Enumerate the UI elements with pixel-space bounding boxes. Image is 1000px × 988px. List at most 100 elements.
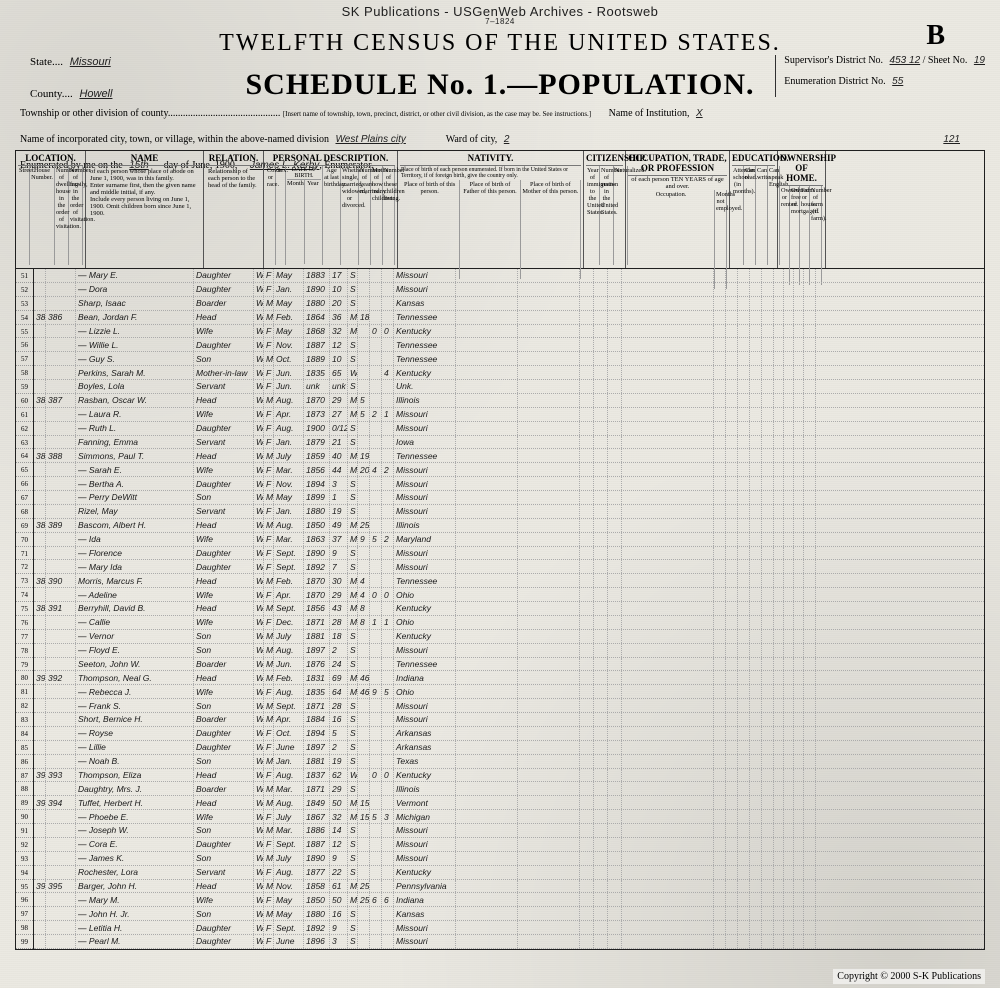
immigration-year-cell[interactable] — [580, 824, 594, 837]
birth-year-cell[interactable]: 1897 — [304, 644, 330, 657]
occupation-cell[interactable] — [622, 588, 714, 601]
age-cell[interactable]: 22 — [330, 866, 348, 879]
family-number-cell[interactable] — [46, 380, 76, 393]
can-read-cell[interactable] — [738, 547, 750, 560]
occupation-cell[interactable] — [622, 380, 714, 393]
birthplace-cell[interactable]: Arkansas — [394, 741, 456, 754]
owned-free-mortgaged-cell[interactable] — [784, 283, 794, 296]
immigration-year-cell[interactable] — [580, 838, 594, 851]
age-cell[interactable]: 65 — [330, 366, 348, 379]
table-row[interactable]: — Joseph W. Son W M Mar. 1886 14 S Missouri — [34, 824, 984, 838]
table-row[interactable]: 392394Tuffet, Herbert H.HeadWMAug.184950… — [34, 796, 984, 810]
birth-year-cell[interactable]: 1849 — [304, 796, 330, 809]
owned-free-mortgaged-cell[interactable] — [784, 880, 794, 893]
can-read-cell[interactable] — [738, 921, 750, 934]
naturalized-cell[interactable] — [608, 311, 622, 324]
can-speak-english-cell[interactable] — [762, 449, 774, 462]
sex-cell[interactable]: F — [264, 810, 274, 823]
occupation-cell[interactable] — [622, 769, 714, 782]
children-living-cell[interactable] — [382, 311, 394, 324]
owned-rented-cell[interactable] — [774, 616, 784, 629]
relation-cell[interactable]: Boarder — [194, 713, 254, 726]
can-speak-english-cell[interactable] — [762, 297, 774, 310]
race-cell[interactable]: W — [254, 602, 264, 615]
marital-status-cell[interactable]: M — [348, 602, 358, 615]
marital-status-cell[interactable]: M — [348, 408, 358, 421]
farm-number-cell[interactable] — [804, 782, 816, 795]
immigration-year-cell[interactable] — [580, 574, 594, 587]
dwelling-number-cell[interactable]: 391 — [34, 769, 46, 782]
owned-rented-cell[interactable] — [774, 408, 784, 421]
age-cell[interactable]: 9 — [330, 852, 348, 865]
can-write-cell[interactable] — [750, 769, 762, 782]
children-born-cell[interactable]: 5 — [370, 533, 382, 546]
can-write-cell[interactable] — [750, 408, 762, 421]
farm-house-cell[interactable] — [794, 408, 804, 421]
owned-free-mortgaged-cell[interactable] — [784, 463, 794, 476]
naturalized-cell[interactable] — [608, 755, 622, 768]
immigration-year-cell[interactable] — [580, 935, 594, 948]
can-write-cell[interactable] — [750, 269, 762, 282]
dwelling-number-cell[interactable] — [34, 713, 46, 726]
age-cell[interactable]: 2 — [330, 741, 348, 754]
birthplace-cell[interactable]: Michigan — [394, 810, 456, 823]
naturalized-cell[interactable] — [608, 505, 622, 518]
can-write-cell[interactable] — [750, 658, 762, 671]
years-married-cell[interactable] — [358, 769, 370, 782]
owned-free-mortgaged-cell[interactable] — [784, 658, 794, 671]
children-born-cell[interactable] — [370, 380, 382, 393]
person-name-cell[interactable]: — Bertha A. — [76, 477, 194, 490]
children-born-cell[interactable] — [370, 727, 382, 740]
birth-month-cell[interactable]: Aug. — [274, 796, 304, 809]
birthplace-cell[interactable]: Missouri — [394, 505, 456, 518]
marital-status-cell[interactable]: M — [348, 893, 358, 906]
marital-status-cell[interactable]: S — [348, 352, 358, 365]
birthplace-cell[interactable]: Tennessee — [394, 311, 456, 324]
farm-house-cell[interactable] — [794, 838, 804, 851]
race-cell[interactable]: W — [254, 893, 264, 906]
age-cell[interactable]: 10 — [330, 283, 348, 296]
race-cell[interactable]: W — [254, 616, 264, 629]
farm-number-cell[interactable] — [804, 713, 816, 726]
race-cell[interactable]: W — [254, 533, 264, 546]
owned-free-mortgaged-cell[interactable] — [784, 588, 794, 601]
person-name-cell[interactable]: — Florence — [76, 547, 194, 560]
immigration-year-cell[interactable] — [580, 880, 594, 893]
occupation-cell[interactable] — [622, 907, 714, 920]
table-row[interactable]: — Frank S. Son W M Sept. 1871 28 S Missouri — [34, 699, 984, 713]
months-unemployed-cell[interactable] — [714, 838, 726, 851]
naturalized-cell[interactable] — [608, 338, 622, 351]
occupation-cell[interactable] — [622, 422, 714, 435]
birth-year-cell[interactable]: 1856 — [304, 463, 330, 476]
farm-number-cell[interactable] — [804, 352, 816, 365]
can-read-cell[interactable] — [738, 394, 750, 407]
father-birthplace-cell[interactable] — [456, 491, 518, 504]
person-name-cell[interactable]: Rochester, Lora — [76, 866, 194, 879]
farm-house-cell[interactable] — [794, 477, 804, 490]
occupation-cell[interactable] — [622, 880, 714, 893]
immigration-year-cell[interactable] — [580, 782, 594, 795]
birthplace-cell[interactable]: Missouri — [394, 560, 456, 573]
occupation-cell[interactable] — [622, 325, 714, 338]
table-row[interactable]: 386388Simmons, Paul T.HeadWMJuly185940M1… — [34, 449, 984, 463]
children-living-cell[interactable]: 0 — [382, 769, 394, 782]
years-in-us-cell[interactable] — [594, 560, 608, 573]
father-birthplace-cell[interactable] — [456, 852, 518, 865]
can-write-cell[interactable] — [750, 921, 762, 934]
naturalized-cell[interactable] — [608, 866, 622, 879]
children-born-cell[interactable] — [370, 838, 382, 851]
occupation-cell[interactable] — [622, 449, 714, 462]
person-name-cell[interactable]: — James K. — [76, 852, 194, 865]
farm-house-cell[interactable] — [794, 810, 804, 823]
birth-month-cell[interactable]: Aug. — [274, 685, 304, 698]
birth-month-cell[interactable]: Aug. — [274, 422, 304, 435]
can-speak-english-cell[interactable] — [762, 824, 774, 837]
sex-cell[interactable]: M — [264, 782, 274, 795]
marital-status-cell[interactable]: S — [348, 755, 358, 768]
can-read-cell[interactable] — [738, 269, 750, 282]
years-in-us-cell[interactable] — [594, 727, 608, 740]
months-school-cell[interactable] — [726, 380, 738, 393]
mother-birthplace-cell[interactable] — [518, 880, 580, 893]
farm-house-cell[interactable] — [794, 616, 804, 629]
birthplace-cell[interactable]: Kentucky — [394, 366, 456, 379]
